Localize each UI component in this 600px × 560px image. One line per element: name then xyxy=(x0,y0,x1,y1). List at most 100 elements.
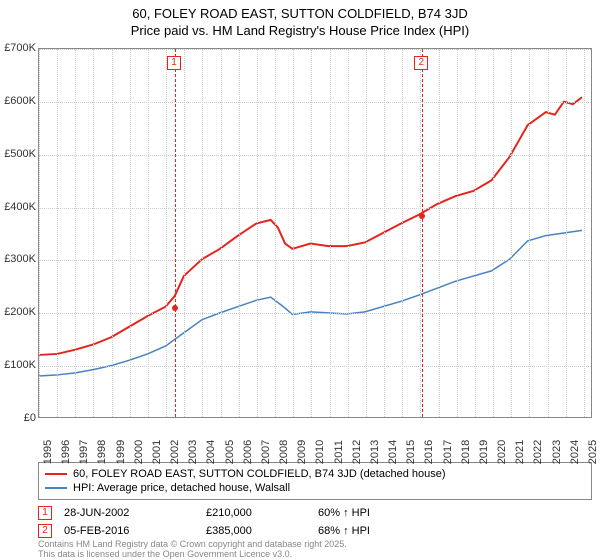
x-axis-label: 2006 xyxy=(242,440,254,464)
gridline-v xyxy=(39,49,40,417)
x-axis-label: 2000 xyxy=(133,440,145,464)
legend-swatch xyxy=(45,473,67,475)
x-axis-label: 1996 xyxy=(60,440,72,464)
y-axis-label: £100K xyxy=(4,359,36,371)
gridline-v xyxy=(275,49,276,417)
sale-row-marker: 2 xyxy=(38,524,52,538)
gridline-v xyxy=(348,49,349,417)
gridline-v xyxy=(112,49,113,417)
sale-pct: 60% ↑ HPI xyxy=(318,507,418,519)
x-axis-label: 2010 xyxy=(314,440,326,464)
gridline-h xyxy=(39,260,591,261)
sale-date: 05-FEB-2016 xyxy=(64,525,194,537)
gridline-v xyxy=(475,49,476,417)
sale-row-marker: 1 xyxy=(38,506,52,520)
gridline-v xyxy=(439,49,440,417)
x-axis-label: 2016 xyxy=(423,440,435,464)
x-axis-label: 2022 xyxy=(532,440,544,464)
x-axis-label: 1995 xyxy=(42,440,54,464)
legend-item: HPI: Average price, detached house, Wals… xyxy=(45,481,585,495)
legend: 60, FOLEY ROAD EAST, SUTTON COLDFIELD, B… xyxy=(38,462,592,500)
x-axis-label: 2011 xyxy=(333,440,345,464)
gridline-v xyxy=(202,49,203,417)
gridline-v xyxy=(493,49,494,417)
gridline-v xyxy=(457,49,458,417)
x-axis-label: 2020 xyxy=(496,440,508,464)
legend-label: 60, FOLEY ROAD EAST, SUTTON COLDFIELD, B… xyxy=(73,468,446,480)
gridline-v xyxy=(148,49,149,417)
x-axis-label: 1997 xyxy=(78,440,90,464)
sale-row: 2 05-FEB-2016 £385,000 68% ↑ HPI xyxy=(38,522,592,540)
gridline-v xyxy=(511,49,512,417)
sale-marker-flag: 1 xyxy=(167,56,181,70)
plot-area xyxy=(38,48,592,418)
y-axis-label: £600K xyxy=(4,95,36,107)
x-axis-label: 2018 xyxy=(460,440,472,464)
x-axis-label: 2023 xyxy=(551,440,563,464)
x-axis-label: 2021 xyxy=(514,440,526,464)
gridline-h xyxy=(39,313,591,314)
sale-marker-dot xyxy=(172,305,178,311)
x-axis-label: 2012 xyxy=(351,440,363,464)
gridline-v xyxy=(75,49,76,417)
chart-title-line1: 60, FOLEY ROAD EAST, SUTTON COLDFIELD, B… xyxy=(0,0,600,21)
gridline-v xyxy=(93,49,94,417)
series-line xyxy=(39,230,582,376)
legend-swatch xyxy=(45,487,67,489)
gridline-v xyxy=(330,49,331,417)
sales-table: 1 28-JUN-2002 £210,000 60% ↑ HPI 2 05-FEB-201… xyxy=(38,504,592,540)
y-axis-label: £400K xyxy=(4,201,36,213)
x-axis-label: 2009 xyxy=(296,440,308,464)
gridline-v xyxy=(239,49,240,417)
gridline-h xyxy=(39,208,591,209)
gridline-h xyxy=(39,49,591,50)
x-axis-label: 2007 xyxy=(260,440,272,464)
gridline-h xyxy=(39,366,591,367)
sale-marker-dot xyxy=(419,213,425,219)
x-axis-label: 2003 xyxy=(187,440,199,464)
gridline-v xyxy=(529,49,530,417)
sale-marker-line xyxy=(422,49,423,417)
chart-svg xyxy=(39,49,591,417)
gridline-v xyxy=(384,49,385,417)
gridline-v xyxy=(584,49,585,417)
gridline-h xyxy=(39,102,591,103)
chart-container: 60, FOLEY ROAD EAST, SUTTON COLDFIELD, B… xyxy=(0,0,600,560)
y-axis-label: £200K xyxy=(4,306,36,318)
sale-marker-flag: 2 xyxy=(414,56,428,70)
sale-pct: 68% ↑ HPI xyxy=(318,525,418,537)
gridline-v xyxy=(366,49,367,417)
gridline-v xyxy=(402,49,403,417)
x-axis-label: 2002 xyxy=(169,440,181,464)
x-axis-label: 2014 xyxy=(387,440,399,464)
sale-price: £385,000 xyxy=(206,525,306,537)
x-axis-label: 2013 xyxy=(369,440,381,464)
series-line xyxy=(39,97,582,355)
chart-title-line2: Price paid vs. HM Land Registry's House … xyxy=(0,21,600,38)
legend-label: HPI: Average price, detached house, Wals… xyxy=(73,482,290,494)
legend-item: 60, FOLEY ROAD EAST, SUTTON COLDFIELD, B… xyxy=(45,467,585,481)
x-axis-label: 2005 xyxy=(224,440,236,464)
gridline-v xyxy=(166,49,167,417)
gridline-v xyxy=(566,49,567,417)
y-axis-label: £0 xyxy=(24,412,36,424)
gridline-v xyxy=(548,49,549,417)
gridline-v xyxy=(311,49,312,417)
gridline-v xyxy=(221,49,222,417)
sale-price: £210,000 xyxy=(206,507,306,519)
gridline-v xyxy=(57,49,58,417)
x-axis-label: 2025 xyxy=(587,440,599,464)
x-axis-label: 1999 xyxy=(115,440,127,464)
sale-marker-line xyxy=(175,49,176,417)
gridline-v xyxy=(130,49,131,417)
y-axis-label: £700K xyxy=(4,42,36,54)
x-axis-label: 2019 xyxy=(478,440,490,464)
x-axis-label: 2001 xyxy=(151,440,163,464)
attribution-footer: Contains HM Land Registry data © Crown c… xyxy=(38,540,347,560)
gridline-v xyxy=(293,49,294,417)
gridline-v xyxy=(257,49,258,417)
x-axis-label: 2024 xyxy=(569,440,581,464)
x-axis-label: 2008 xyxy=(278,440,290,464)
sale-date: 28-JUN-2002 xyxy=(64,507,194,519)
y-axis-label: £300K xyxy=(4,253,36,265)
